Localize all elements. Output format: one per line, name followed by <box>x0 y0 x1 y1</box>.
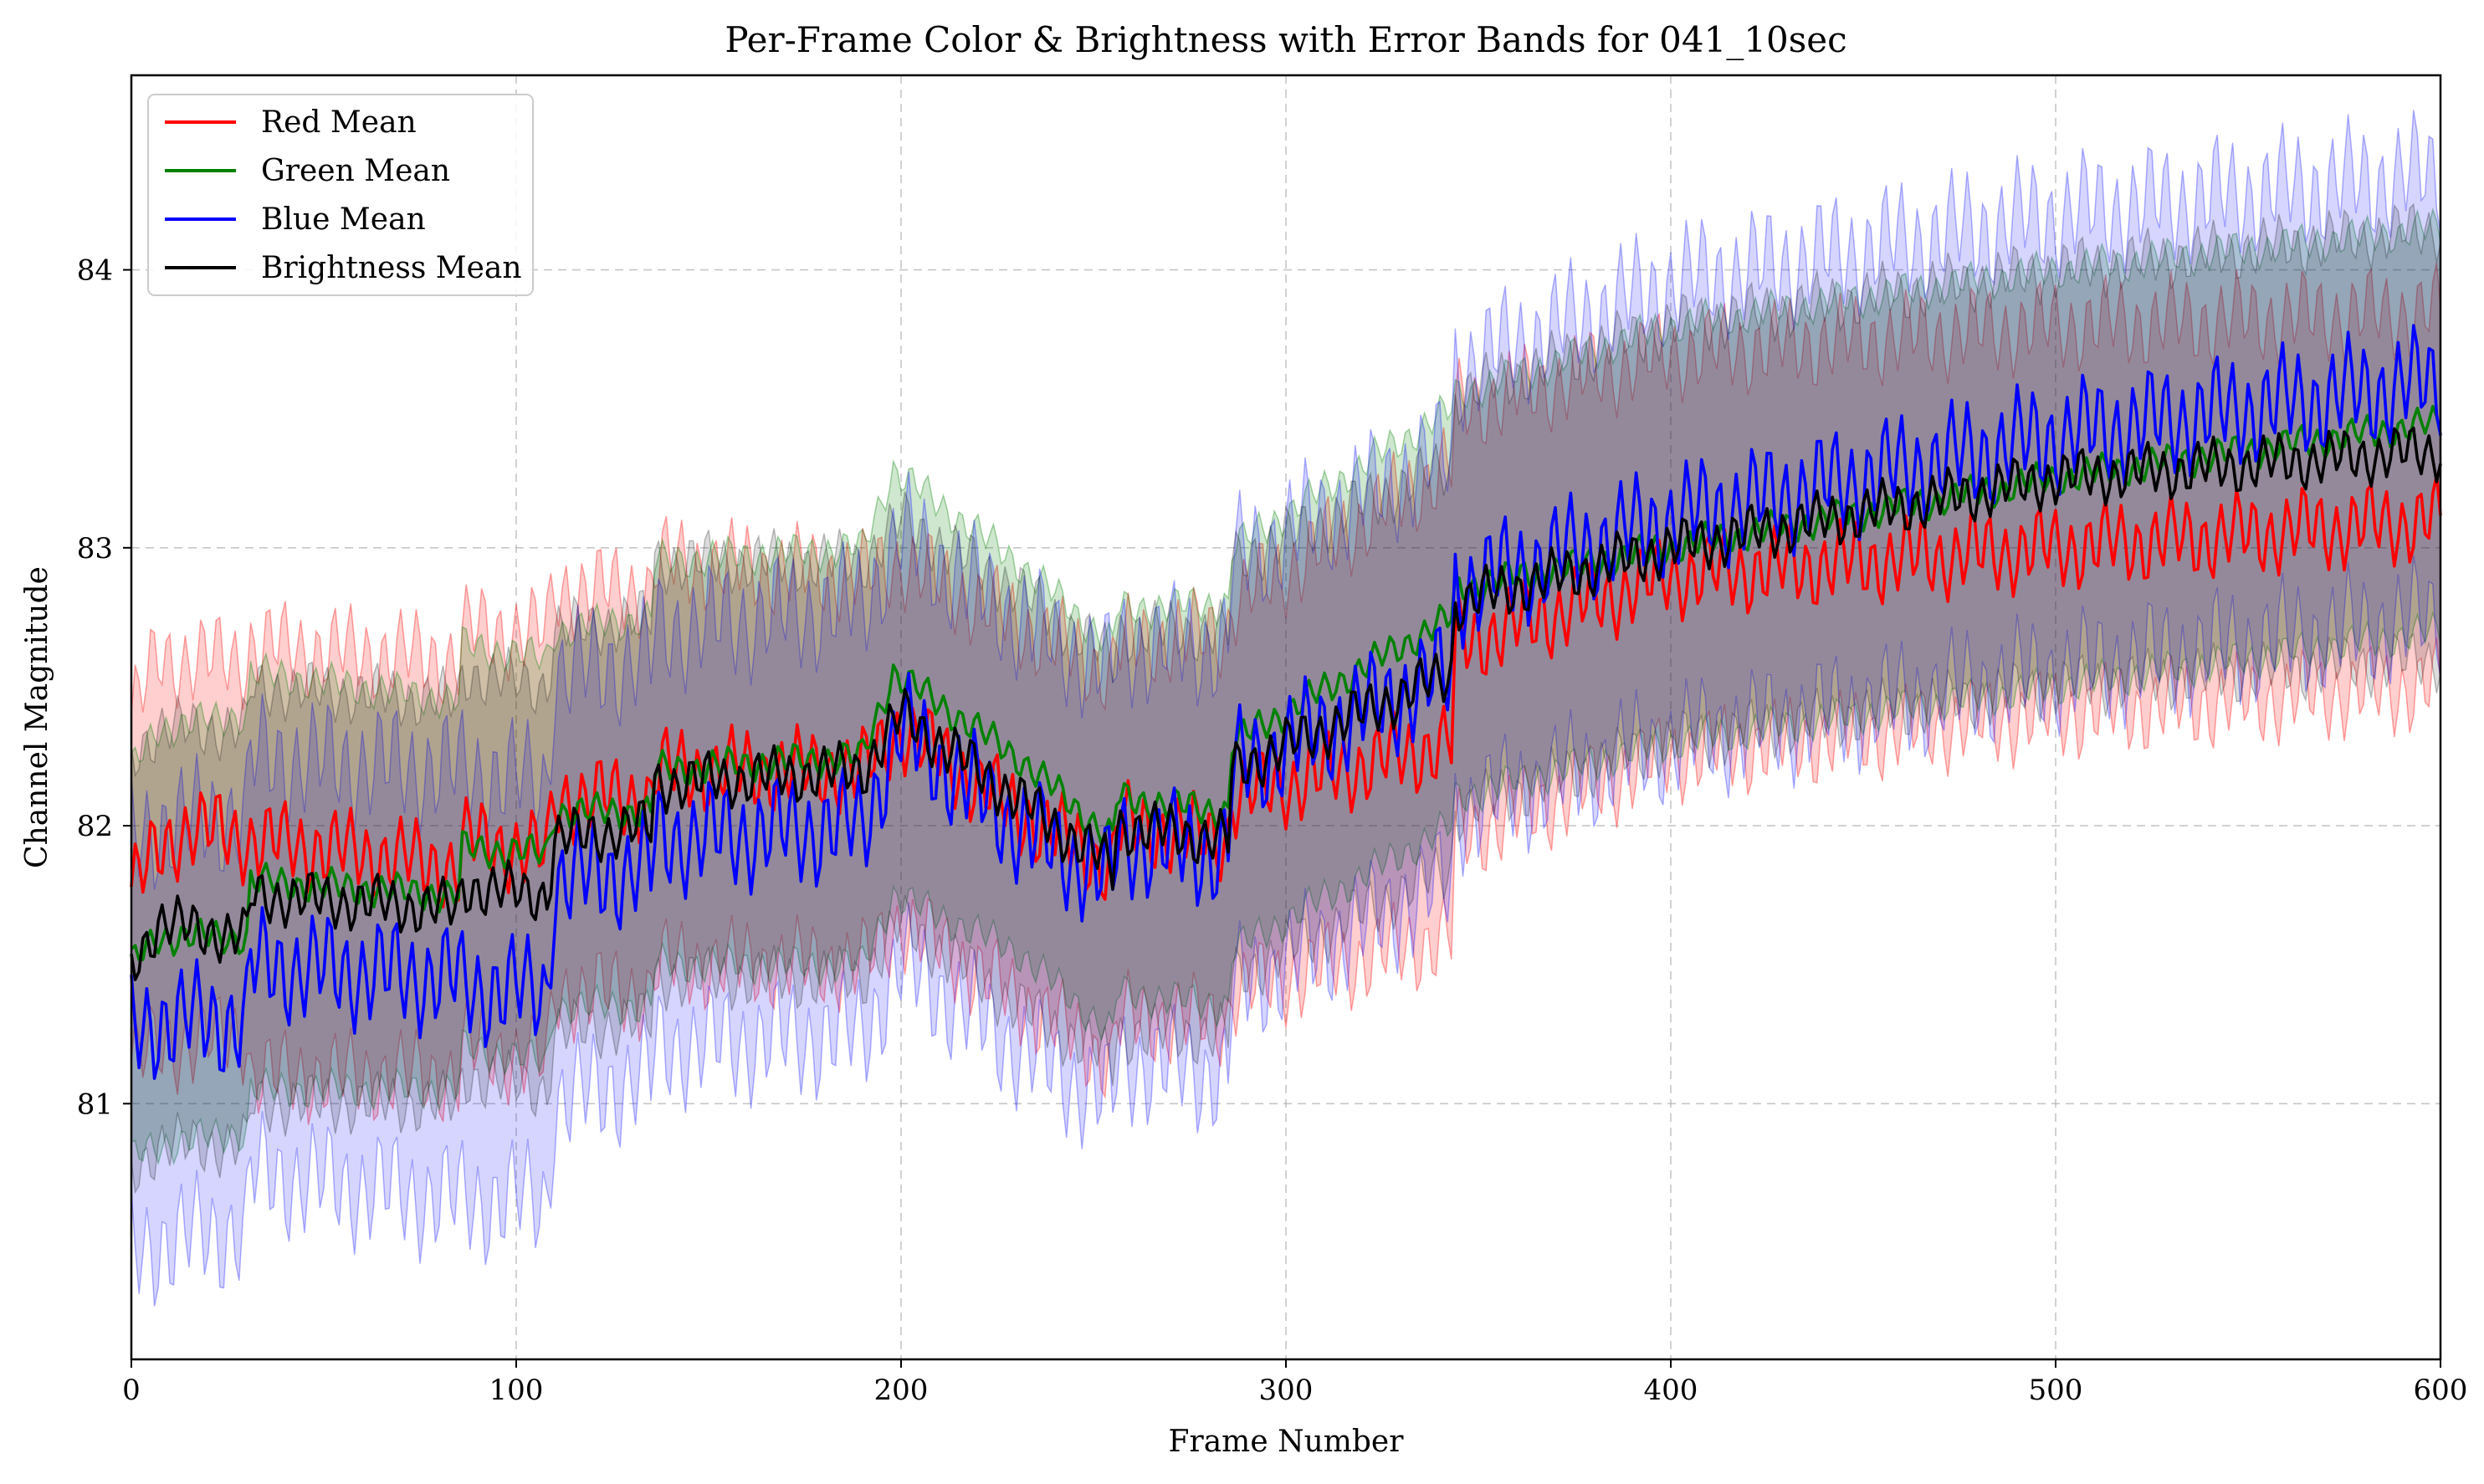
legend-label: Red Mean <box>261 105 417 140</box>
legend-label: Brightness Mean <box>261 251 522 285</box>
mean-line <box>130 324 2442 1080</box>
mean-line <box>130 427 2442 981</box>
x-tick-label: 200 <box>874 1374 929 1407</box>
x-tick-label: 500 <box>2029 1374 2083 1407</box>
axis-ticks: 0 100 200 300 400 500 600 81 82 83 84 <box>77 254 2468 1407</box>
x-tick-label: 600 <box>2414 1374 2468 1407</box>
y-axis-label: Channel Magnitude <box>20 566 54 868</box>
error-bands <box>131 110 2441 1307</box>
x-axis-label: Frame Number <box>1169 1425 1405 1459</box>
y-tick-label: 84 <box>77 254 113 288</box>
x-tick-label: 0 <box>122 1374 141 1407</box>
y-tick-label: 81 <box>77 1087 113 1121</box>
x-tick-label: 300 <box>1259 1374 1314 1407</box>
x-tick-label: 400 <box>1644 1374 1698 1407</box>
legend-box <box>147 94 534 296</box>
y-tick-label: 83 <box>77 532 113 565</box>
mean-line <box>130 473 2442 908</box>
x-tick-label: 100 <box>489 1374 544 1407</box>
mean-lines <box>130 324 2442 1080</box>
chart-title: Per-Frame Color & Brightness with Error … <box>725 19 1846 60</box>
legend: Red Mean Green Mean Blue Mean Brightness Me… <box>147 94 534 296</box>
y-tick-label: 82 <box>77 810 113 843</box>
legend-label: Green Mean <box>261 154 450 188</box>
legend-label: Blue Mean <box>261 202 426 237</box>
